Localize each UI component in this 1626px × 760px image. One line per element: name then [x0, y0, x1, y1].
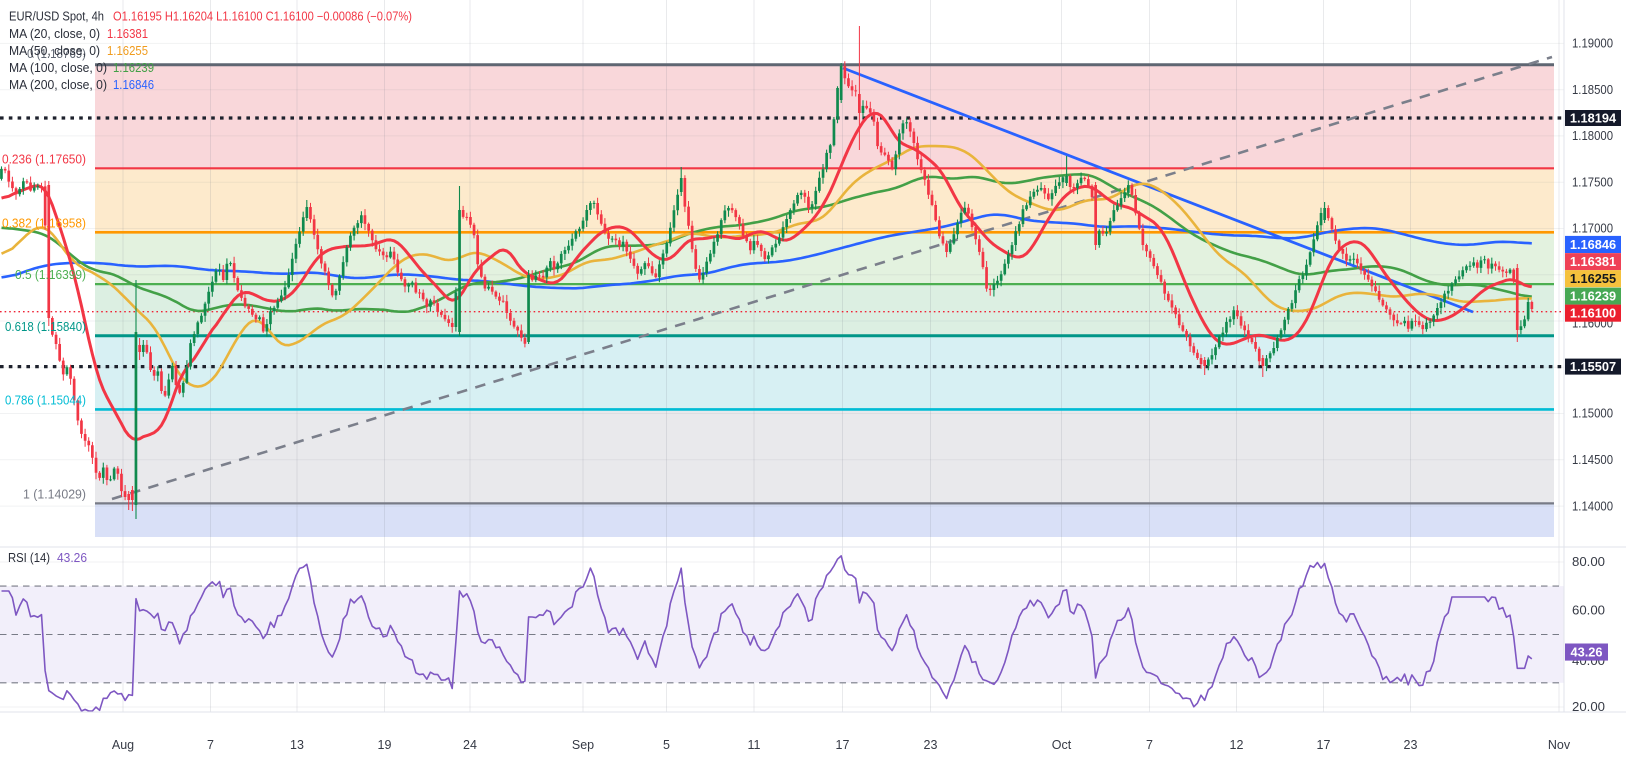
- svg-text:1.14500: 1.14500: [1572, 453, 1613, 467]
- svg-text:1.17500: 1.17500: [1572, 175, 1613, 189]
- svg-text:0.5 (1.16399): 0.5 (1.16399): [15, 268, 86, 282]
- svg-text:23: 23: [1404, 738, 1418, 752]
- svg-text:1.14000: 1.14000: [1572, 499, 1613, 513]
- svg-text:1.15000: 1.15000: [1572, 407, 1613, 421]
- svg-text:13: 13: [290, 738, 304, 752]
- svg-text:0.618 (1.15840): 0.618 (1.15840): [5, 320, 86, 334]
- svg-text:1 (1.14029): 1 (1.14029): [23, 487, 86, 501]
- svg-text:Sep: Sep: [572, 738, 594, 752]
- svg-text:0.786 (1.15044): 0.786 (1.15044): [5, 393, 86, 407]
- svg-text:Nov: Nov: [1548, 738, 1571, 752]
- svg-text:1.16100: 1.16100: [1570, 306, 1616, 321]
- svg-text:24: 24: [463, 738, 477, 752]
- svg-text:43.26: 43.26: [57, 551, 87, 565]
- svg-text:5: 5: [663, 738, 670, 752]
- svg-text:17: 17: [1317, 738, 1331, 752]
- svg-text:1.17000: 1.17000: [1572, 222, 1613, 236]
- svg-text:43.26: 43.26: [1570, 644, 1602, 659]
- svg-text:1.16846: 1.16846: [1570, 237, 1616, 252]
- svg-text:1.16381: 1.16381: [1570, 254, 1616, 269]
- svg-text:1.15507: 1.15507: [1570, 359, 1616, 374]
- svg-text:1.16239: 1.16239: [1570, 289, 1616, 304]
- svg-text:1.16239: 1.16239: [113, 61, 154, 75]
- svg-text:1.16255: 1.16255: [1570, 271, 1616, 286]
- svg-text:7: 7: [1146, 738, 1153, 752]
- svg-text:EUR/USD Spot, 4h: EUR/USD Spot, 4h: [9, 10, 104, 24]
- svg-text:0.236 (1.17650): 0.236 (1.17650): [2, 152, 86, 166]
- svg-text:23: 23: [924, 738, 938, 752]
- svg-text:MA (50, close, 0): MA (50, close, 0): [9, 44, 100, 58]
- svg-text:MA (100, close, 0): MA (100, close, 0): [9, 61, 107, 75]
- svg-text:11: 11: [748, 738, 761, 752]
- svg-text:12: 12: [1230, 738, 1244, 752]
- svg-text:17: 17: [836, 738, 850, 752]
- svg-text:1.18194: 1.18194: [1570, 110, 1617, 125]
- svg-text:RSI (14): RSI (14): [8, 551, 50, 565]
- svg-text:1.16255: 1.16255: [107, 44, 148, 58]
- svg-text:1.18500: 1.18500: [1572, 83, 1613, 97]
- svg-text:80.00: 80.00: [1572, 555, 1605, 569]
- svg-text:0 (1.18769): 0 (1.18769): [27, 47, 86, 61]
- svg-text:O1.16195 H1.16204 L1.16100 C1.: O1.16195 H1.16204 L1.16100 C1.16100 −0.0…: [113, 10, 412, 24]
- svg-text:0.382 (1.16958): 0.382 (1.16958): [2, 216, 86, 230]
- svg-text:1.18000: 1.18000: [1572, 129, 1613, 143]
- svg-text:60.00: 60.00: [1572, 604, 1605, 618]
- svg-text:1.16381: 1.16381: [107, 27, 148, 41]
- svg-text:19: 19: [378, 738, 392, 752]
- svg-text:MA (200, close, 0): MA (200, close, 0): [9, 78, 107, 92]
- svg-text:1.16846: 1.16846: [113, 78, 154, 92]
- svg-text:1.19000: 1.19000: [1572, 37, 1613, 51]
- svg-text:7: 7: [207, 738, 214, 752]
- svg-text:Aug: Aug: [112, 738, 134, 752]
- svg-text:MA (20, close, 0): MA (20, close, 0): [9, 27, 100, 41]
- svg-text:20.00: 20.00: [1572, 700, 1605, 714]
- svg-text:Oct: Oct: [1052, 738, 1072, 752]
